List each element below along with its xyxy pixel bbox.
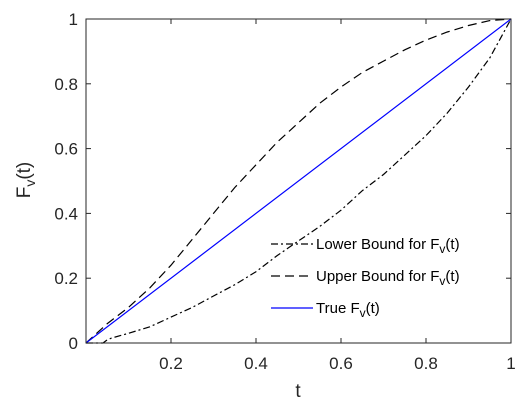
y-tick-label: 0.6 [54, 140, 78, 159]
y-tick-label: 1 [69, 10, 78, 29]
plot-area-box [85, 18, 512, 344]
y-tick-labels: 0 0.2 0.4 0.6 0.8 1 [54, 10, 78, 353]
legend-label-3: True Fv(t) [316, 300, 380, 320]
legend-label-2: Upper Bound for Fv(t) [316, 268, 460, 288]
series-line-1 [86, 18, 512, 344]
legend: Lower Bound for Fv(t) Upper Bound for Fv(… [271, 236, 460, 320]
x-tick-label: 0.4 [244, 354, 268, 373]
y-tick-label: 0.4 [54, 204, 78, 223]
y-tick-label: 0 [69, 334, 78, 353]
y-axis-label-base: F [14, 187, 35, 199]
legend-label-1: Lower Bound for Fv(t) [316, 236, 460, 256]
axis-ticks [86, 18, 512, 344]
y-tick-label: 0.2 [54, 269, 78, 288]
y-axis-label-suffix: (t) [14, 162, 35, 180]
y-tick-label: 0.8 [54, 75, 78, 94]
y-axis-label: Fv(t) [14, 162, 38, 199]
x-axis-label: t [295, 381, 301, 402]
series-layer [85, 18, 512, 344]
y-axis-label-subscript: v [22, 180, 38, 187]
x-tick-labels: 0.2 0.4 0.6 0.8 1 [159, 354, 516, 373]
x-tick-label: 0.6 [329, 354, 353, 373]
x-tick-label: 0.2 [159, 354, 183, 373]
series-line-3 [85, 18, 512, 344]
x-tick-label: 1 [506, 354, 515, 373]
x-tick-label: 0.8 [414, 354, 438, 373]
